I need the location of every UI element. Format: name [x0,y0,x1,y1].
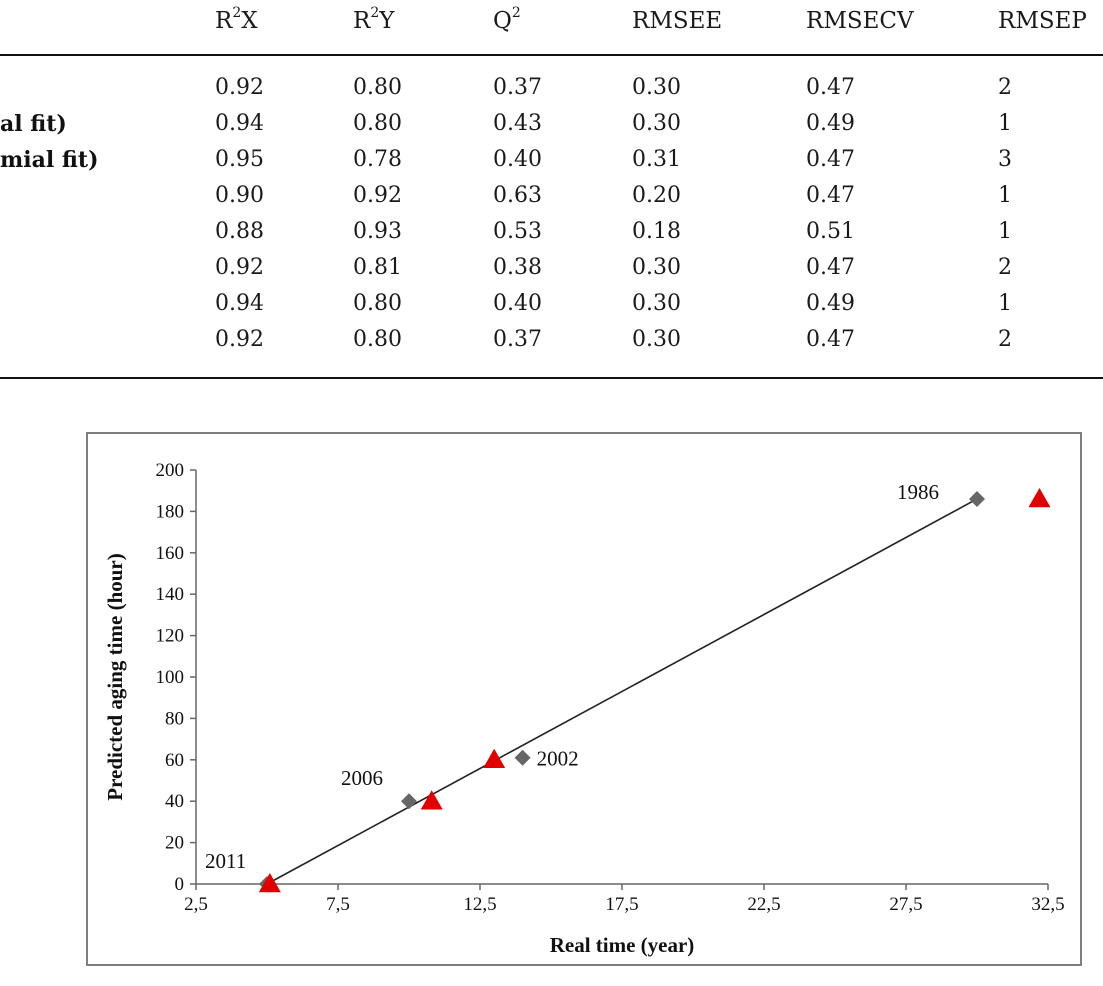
y-tick-label: 40 [165,791,184,812]
table-cell: 2 [998,255,1012,280]
table-cell: 2 [998,75,1012,100]
x-tick-label: 7,5 [326,894,350,915]
table-cell: 0.37 [493,75,542,100]
table-cell: 0.30 [632,111,681,136]
trendline [266,498,978,885]
row-label: mial fit) [0,147,99,173]
point-label: 2011 [205,849,246,873]
x-tick-label: 17,5 [605,894,638,915]
table-cell: 0.30 [632,291,681,316]
table-cell: 0.20 [632,183,681,208]
table-cell: 0.80 [353,327,402,352]
x-tick-label: 32,5 [1031,894,1064,915]
table-cell: 0.47 [806,183,855,208]
scatter-chart: 0 20 40 60 80 100 120 140 160 180 200 2,5 7,5 12,5 17,… [103,460,1065,957]
y-tick-label: 140 [156,584,185,605]
triangle-point [258,873,281,893]
table-cell: 1 [998,111,1012,136]
table-cell: 0.38 [493,255,542,280]
table-cell: 0.47 [806,327,855,352]
table-cell: 0.80 [353,75,402,100]
header-rule [0,54,1103,56]
table-cell: 0.40 [493,291,542,316]
y-tick-label: 20 [165,833,184,854]
table-cell: 0.94 [215,111,264,136]
table-cell: 0.43 [493,111,542,136]
table-cell: 0.30 [632,327,681,352]
table-cell: 0.92 [215,75,264,100]
column-header: RMSEE [632,8,723,34]
table-cell: 0.51 [806,219,855,244]
table-cell: 0.95 [215,147,264,172]
row-label: al fit) [0,111,67,137]
diamond-point [401,793,417,810]
table-cell: 0.92 [215,327,264,352]
table-cell: 0.37 [493,327,542,352]
table-cell: 0.49 [806,291,855,316]
table-cell: 1 [998,219,1012,244]
table-cell: 2 [998,327,1012,352]
table-cell: 0.63 [493,183,542,208]
table-cell: 0.80 [353,291,402,316]
table-cell: 0.78 [353,147,402,172]
table-cell: 0.93 [353,219,402,244]
point-label: 1986 [897,480,939,504]
y-tick-label: 120 [156,626,185,647]
y-tick-label: 60 [165,750,184,771]
bottom-rule [0,377,1103,379]
table-cell: 0.49 [806,111,855,136]
table-cell: 0.30 [632,255,681,280]
table-cell: 0.90 [215,183,264,208]
table-cell: 0.47 [806,255,855,280]
y-axis-title: Predicted aging time (hour) [103,553,127,801]
table-cell: 0.18 [632,219,681,244]
x-axis-title: Real time (year) [550,933,695,957]
triangle-point [1028,487,1051,508]
table-cell: 3 [998,147,1012,172]
point-label: 2006 [341,766,383,790]
table-cell: 0.92 [215,255,264,280]
diamond-point [514,749,531,766]
y-tick-label: 160 [156,543,185,564]
table-cell: 0.92 [353,183,402,208]
x-tick-label: 22,5 [747,894,780,915]
chart-frame: 0 20 40 60 80 100 120 140 160 180 200 2,5 7,5 12,5 17,… [86,432,1082,966]
y-tick-label: 200 [156,460,185,481]
table-cell: 0.47 [806,75,855,100]
triangle-point [483,748,506,769]
table-cell: 0.81 [353,255,402,280]
triangle-point [420,790,443,810]
table-cell: 0.53 [493,219,542,244]
point-label: 2002 [537,747,579,771]
column-header: RMSECV [806,8,914,34]
y-tick-label: 80 [165,708,184,729]
table-cell: 0.40 [493,147,542,172]
diamond-point [969,490,985,507]
table-cell: 0.88 [215,219,264,244]
column-header: Q2 [493,5,521,34]
table-cell: 0.80 [353,111,402,136]
table-cell: 0.47 [806,147,855,172]
column-header: R2X [215,5,258,34]
table-cell: 1 [998,291,1012,316]
column-header: RMSEP [998,8,1087,34]
table-cell: 1 [998,183,1012,208]
x-tick-label: 2,5 [184,894,208,915]
table-cell: 0.30 [632,75,681,100]
table-cell: 0.94 [215,291,264,316]
table-cell: 0.31 [632,147,681,172]
x-tick-label: 12,5 [463,894,496,915]
y-tick-label: 100 [156,667,185,688]
x-tick-label: 27,5 [889,894,922,915]
column-header: R2Y [353,5,395,34]
y-tick-label: 0 [175,874,185,895]
y-tick-label: 180 [156,501,185,522]
